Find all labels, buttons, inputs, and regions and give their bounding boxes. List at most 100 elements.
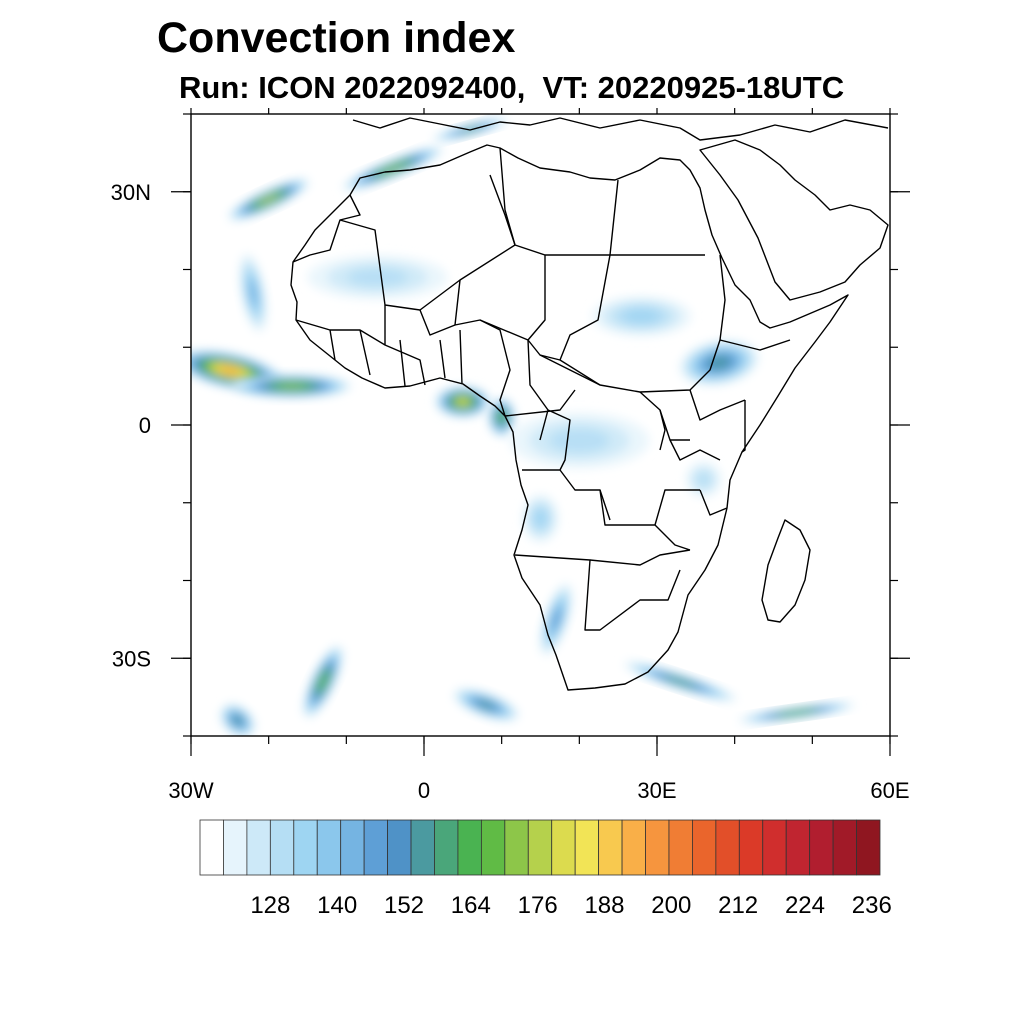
axis-tick-labels: 30W 0 30E 60E 30N 0 30S (111, 180, 910, 803)
colorbar-swatch (527, 819, 553, 876)
europe-coast (352, 117, 889, 141)
colorbar-label: 188 (584, 892, 624, 919)
colorbar-swatch (762, 819, 787, 876)
contour-level-4 (533, 509, 548, 527)
colorbar-labels: 128 140 152 164 176 188 200 212 224 236 (250, 892, 891, 919)
contour-level-9 (478, 700, 495, 709)
convection-ethiopia (679, 340, 759, 386)
contour-level-12 (783, 710, 810, 715)
contour-level-7 (551, 609, 561, 630)
colorbar-swatch (457, 819, 482, 876)
colorbar-label: 200 (651, 892, 691, 919)
contour-level-3 (695, 471, 712, 488)
colorbar-swatch (480, 819, 506, 876)
colorbar-swatch (410, 819, 435, 876)
colorbar-swatch (832, 819, 857, 876)
contour-level-14 (260, 195, 278, 204)
colorbar-swatch (199, 819, 224, 876)
x-tick-label: 60E (870, 778, 909, 803)
colorbar-swatch (692, 819, 717, 876)
border-libya-egypt (499, 147, 619, 256)
colorbar-swatch (363, 819, 388, 876)
colorbar-swatch (668, 819, 693, 876)
colorbar-swatch (621, 819, 646, 876)
border-central-africa (504, 354, 611, 521)
country-borders (290, 117, 889, 691)
colorbar-swatch (715, 819, 740, 876)
contour-level-15 (457, 398, 469, 405)
contour-level-6 (249, 281, 258, 305)
colorbar-swatch (434, 819, 459, 876)
madagascar (761, 519, 811, 623)
colorbar (199, 819, 881, 876)
colorbar-swatch (574, 819, 600, 876)
convection-field (191, 117, 857, 736)
convection-tanzania (685, 461, 722, 498)
convection-namibia-coast (539, 583, 573, 656)
colorbar-label: 176 (518, 892, 558, 919)
x-tick-label: 30E (637, 778, 676, 803)
x-tick-label: 0 (418, 778, 430, 803)
colorbar-swatch (340, 819, 365, 876)
y-tick-label: 30N (111, 180, 151, 205)
contour-level-10 (666, 676, 694, 687)
convection-west-coast-band (231, 374, 352, 399)
colorbar-swatch (551, 819, 576, 876)
contour-level-9 (709, 357, 729, 369)
axis-ticks (171, 108, 910, 756)
convection-congo-basin (509, 412, 650, 469)
colorbar-label: 212 (718, 892, 758, 919)
colorbar-label: 236 (852, 892, 892, 919)
border-west-africa (295, 305, 463, 387)
colorbar-swatch (785, 819, 811, 876)
colorbar-label: 164 (451, 892, 491, 919)
contour-level-3 (549, 428, 610, 453)
convection-gulf-guinea (434, 385, 491, 418)
convection-south-africa-east (623, 661, 738, 702)
colorbar-swatch (223, 819, 248, 876)
convection-sudan-sahel (591, 296, 692, 337)
border-chad-niger (454, 255, 561, 361)
border-nigeria-cameroon (479, 319, 549, 441)
colorbar-swatch (809, 819, 834, 876)
convection-morocco-band (341, 146, 445, 191)
colorbar-swatch (269, 819, 295, 876)
contour-level-4 (623, 308, 660, 324)
colorbar-label: 128 (250, 892, 290, 919)
contour-level-13 (381, 163, 404, 174)
map-title: Convection index (157, 14, 516, 62)
map-subtitle: Run: ICON 2022092400, VT: 20220925-18UTC (179, 70, 845, 105)
colorbar-label: 152 (384, 892, 424, 919)
colorbar-swatch (293, 819, 318, 876)
colorbar-swatch (598, 819, 623, 876)
convection-indian-ocean-south (737, 702, 857, 723)
y-tick-label: 0 (139, 413, 151, 438)
colorbar-swatch (738, 819, 764, 876)
colorbar-swatch (387, 819, 412, 876)
colorbar-label: 140 (317, 892, 357, 919)
convection-south-atlantic-east (452, 688, 520, 722)
colorbar-label: 224 (785, 892, 825, 919)
border-east-africa (639, 339, 791, 461)
contour-level-9 (233, 716, 242, 725)
colorbar-swatch (246, 819, 271, 876)
border-morocco-algeria (292, 194, 361, 263)
contour-level-13 (279, 383, 305, 389)
arabia-coastline (699, 139, 889, 301)
colorbar-swatch (504, 819, 529, 876)
contour-level-3 (347, 267, 408, 287)
convection-canary-atlantic-band (227, 178, 310, 221)
contour-level-18 (219, 366, 241, 375)
africa-coastline (290, 144, 849, 691)
convection-cameroon (487, 397, 516, 438)
border-algeria-mali (339, 174, 516, 311)
colorbar-swatch (316, 819, 342, 876)
y-tick-label: 30S (112, 646, 151, 671)
convection-angola (522, 494, 559, 543)
colorbar-swatch (856, 819, 881, 876)
border-southern-africa (514, 489, 728, 631)
colorbar-swatch (645, 819, 670, 876)
convection-south-atlantic-system (302, 644, 344, 719)
